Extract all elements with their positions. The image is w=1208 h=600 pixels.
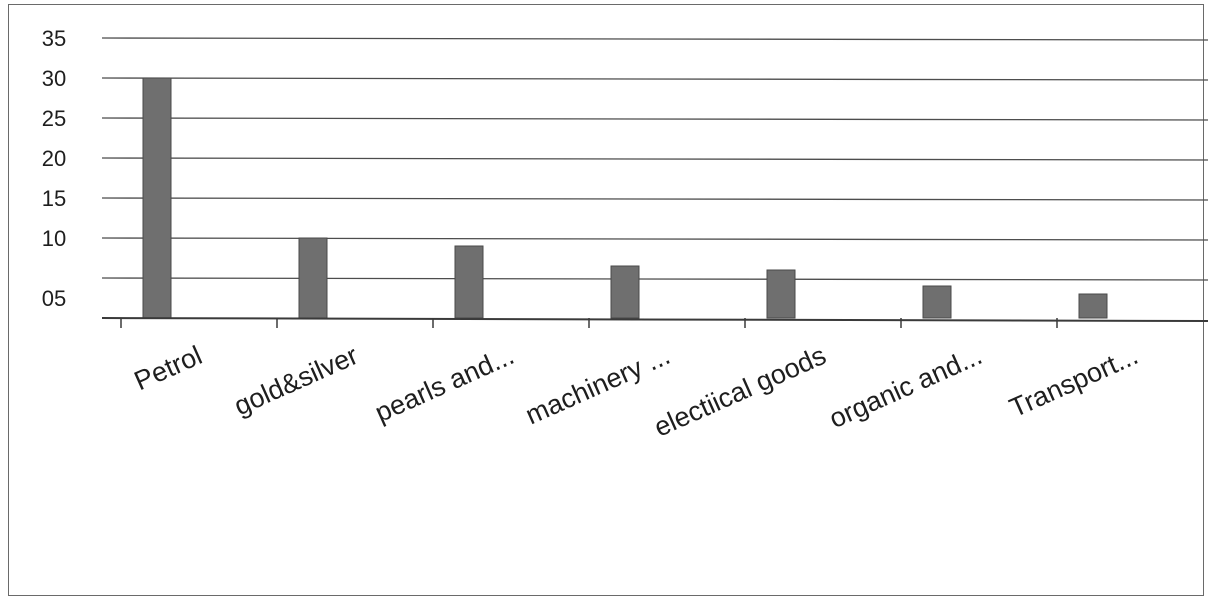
chart-frame xyxy=(8,4,1204,596)
gridline xyxy=(101,197,1208,201)
bar xyxy=(454,245,484,319)
x-axis-line xyxy=(101,317,1208,322)
gridline xyxy=(101,77,1208,81)
gridlines xyxy=(101,37,1208,281)
y-tick-label: 30 xyxy=(42,66,66,91)
bar xyxy=(922,285,952,319)
y-tick-label: 20 xyxy=(42,146,66,171)
bar xyxy=(766,269,796,319)
bar xyxy=(1078,293,1108,319)
y-tick-label: 10 xyxy=(42,226,66,251)
bar xyxy=(142,77,172,319)
x-tick-label: Petrol xyxy=(130,340,207,396)
y-tick-label: 35 xyxy=(42,26,66,51)
gridline xyxy=(101,117,1208,121)
y-tick-label: 15 xyxy=(42,186,66,211)
y-axis-ticks: 35 30 25 20 15 10 05 xyxy=(42,26,66,311)
bar xyxy=(298,237,328,319)
x-axis xyxy=(101,317,1208,328)
gridline xyxy=(101,157,1208,161)
x-tick-label: pearls and... xyxy=(370,340,518,428)
bar xyxy=(610,265,640,319)
gridline xyxy=(101,237,1208,241)
x-tick-label: gold&silver xyxy=(230,340,363,421)
gridline xyxy=(101,37,1208,41)
gridline xyxy=(101,277,1208,281)
bars xyxy=(142,77,1108,319)
x-axis-labels: Petrol gold&silver pearls and... machinery … xyxy=(130,340,1143,443)
y-tick-label: 05 xyxy=(42,286,66,311)
y-tick-label: 25 xyxy=(42,106,66,131)
x-tick-label: organic and... xyxy=(825,340,987,434)
x-tick-label: Transport... xyxy=(1005,340,1142,423)
x-tick-label: electiical goods xyxy=(650,340,831,443)
